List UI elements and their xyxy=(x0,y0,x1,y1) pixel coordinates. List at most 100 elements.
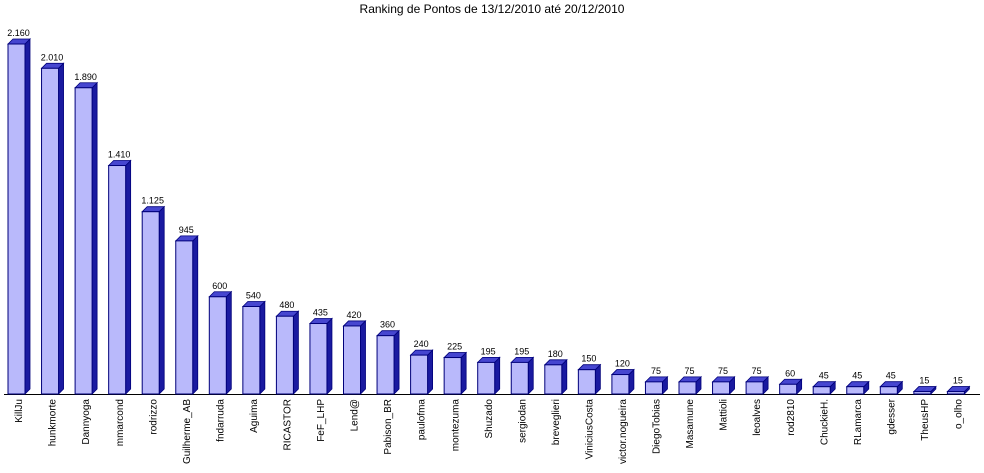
category-label: Masamune xyxy=(685,399,696,449)
category-label: Dannyoga xyxy=(81,399,92,445)
category-label: RLamarca xyxy=(853,399,864,446)
bar-front xyxy=(678,381,697,395)
category-label: ChuckieH. xyxy=(819,399,830,445)
bar xyxy=(107,159,132,395)
data-label: 45 xyxy=(819,371,829,381)
bar xyxy=(745,375,770,395)
bar-side xyxy=(527,356,534,395)
bar-front xyxy=(141,211,160,395)
data-label: 540 xyxy=(246,291,261,301)
category-label: Pabison_BR xyxy=(383,399,394,455)
bar xyxy=(308,317,333,395)
bar-side xyxy=(393,329,400,395)
data-label: 75 xyxy=(752,366,762,376)
bar-side xyxy=(158,205,165,395)
data-label: 120 xyxy=(615,359,630,369)
data-label: 150 xyxy=(581,354,596,364)
data-label: 1.125 xyxy=(141,196,164,206)
bar-side xyxy=(292,310,299,395)
bar xyxy=(40,62,65,395)
category-label: Shuzado xyxy=(484,399,495,439)
bar-front xyxy=(779,383,798,395)
bar-side xyxy=(225,290,232,395)
bar-side xyxy=(24,38,31,395)
bar xyxy=(208,290,233,395)
bar-side xyxy=(561,358,568,395)
category-label: FeF_LHP xyxy=(316,399,327,442)
category-label: breveglieri xyxy=(551,399,562,445)
bar-side xyxy=(427,349,434,395)
bar xyxy=(510,356,535,395)
data-label: 45 xyxy=(886,371,896,381)
category-label: RICASTOR xyxy=(283,399,294,451)
bar-front xyxy=(443,357,462,395)
bar-front xyxy=(41,67,60,395)
data-label: 195 xyxy=(481,346,496,356)
bar xyxy=(174,234,199,395)
data-label: 600 xyxy=(212,281,227,291)
bar-front xyxy=(74,87,93,395)
bar-front xyxy=(510,361,529,395)
bar-front xyxy=(577,369,596,395)
data-label: 75 xyxy=(651,366,661,376)
bar xyxy=(543,358,568,395)
data-label: 45 xyxy=(852,371,862,381)
bar-front xyxy=(644,381,663,395)
category-label: victor.nogueira xyxy=(618,399,629,464)
bar xyxy=(946,385,971,395)
bar-front xyxy=(175,240,194,395)
bar-front xyxy=(879,386,898,395)
bar xyxy=(241,300,266,395)
bar-side xyxy=(460,351,467,395)
labels-layer: 2.160 KillJu 2.010 hunkmorte 1.890 Dannyoga 1.… xyxy=(7,28,964,464)
bar-side xyxy=(192,234,199,395)
bar xyxy=(476,356,501,395)
bar-front xyxy=(208,296,227,395)
data-label: 480 xyxy=(279,300,294,310)
bar xyxy=(577,363,602,395)
category-label: paulofma xyxy=(417,399,428,441)
data-label: 2.010 xyxy=(41,52,64,62)
bar-side xyxy=(91,81,98,395)
data-label: 75 xyxy=(684,366,694,376)
data-label: 945 xyxy=(179,225,194,235)
bar-front xyxy=(745,381,764,395)
category-label: o_olho xyxy=(954,399,965,429)
category-label: Mattioli xyxy=(719,399,730,431)
bar xyxy=(409,349,434,395)
bar-front xyxy=(712,381,731,395)
bar-side xyxy=(125,159,132,395)
data-label: 435 xyxy=(313,308,328,318)
bar-front xyxy=(410,354,429,395)
data-label: 180 xyxy=(548,349,563,359)
bar xyxy=(7,38,31,395)
category-label: fndarruda xyxy=(215,399,226,442)
data-label: 2.160 xyxy=(7,28,30,38)
bar-front xyxy=(275,315,294,395)
bar-front xyxy=(343,325,361,395)
bar-front xyxy=(611,374,630,395)
bar-front xyxy=(477,361,496,395)
data-label: 195 xyxy=(514,346,529,356)
bar xyxy=(141,205,166,395)
category-label: gdesser xyxy=(886,398,897,434)
bar-front xyxy=(946,391,965,395)
data-label: 75 xyxy=(718,366,728,376)
category-label: montezuma xyxy=(450,399,461,452)
bar xyxy=(912,385,937,395)
bar xyxy=(879,380,904,395)
data-label: 1.890 xyxy=(74,72,97,82)
data-label: 225 xyxy=(447,342,462,352)
category-label: Guilherme_AB xyxy=(182,399,193,464)
bar xyxy=(778,378,803,395)
data-label: 15 xyxy=(919,376,929,386)
category-label: DiegoTobias xyxy=(652,399,663,454)
data-label: 420 xyxy=(346,310,361,320)
bar-side xyxy=(58,62,64,395)
bar xyxy=(443,351,468,395)
bar-front xyxy=(376,335,395,395)
bar-front xyxy=(812,386,831,395)
bar xyxy=(711,375,736,395)
bar xyxy=(74,81,99,395)
